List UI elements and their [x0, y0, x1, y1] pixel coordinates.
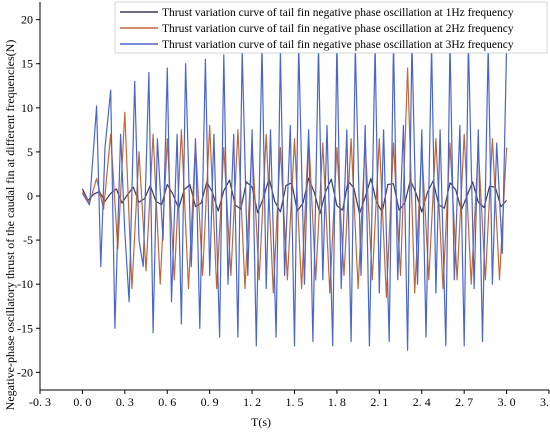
y-axis-label: Negative-phase oscillatory thrust of the…	[3, 40, 17, 411]
x-tick-label: 2. 1	[370, 395, 388, 409]
y-tick-label: -10	[17, 277, 33, 291]
legend-entry-3: Thrust variation curve of tail fin negat…	[162, 39, 514, 51]
legend: Thrust variation curve of tail fin negat…	[114, 1, 548, 54]
series-line-3	[81, 41, 508, 351]
x-tick-label: 0. 3	[116, 395, 134, 409]
y-tick-label: 0	[27, 189, 33, 203]
x-tick-label: 0. 0	[73, 395, 91, 409]
y-tick-label: 15	[21, 57, 33, 71]
y-tick-label: -5	[23, 233, 33, 247]
legend-entry-1: Thrust variation curve of tail fin negat…	[162, 7, 514, 19]
x-tick-label: 1. 2	[243, 395, 261, 409]
x-tick-label: 1. 5	[286, 395, 304, 409]
legend-box	[114, 1, 548, 54]
series-layer	[81, 41, 508, 351]
x-tick-label: 1. 8	[328, 395, 346, 409]
series-line-2	[81, 67, 508, 298]
x-tick-label: 2. 4	[413, 395, 431, 409]
ticks-layer: -0. 3 0. 0 0. 3 0. 6 0. 9 1. 2 1. 5 1. 8 2. 1 2. …	[17, 13, 550, 409]
x-axis-label: T(s)	[251, 415, 271, 429]
y-tick-label: -20	[17, 365, 33, 379]
x-tick-label: 3. 3	[540, 395, 550, 409]
x-tick-label: 2. 7	[455, 395, 473, 409]
x-tick-label: 0. 6	[158, 395, 176, 409]
x-tick-label: 3. 0	[498, 395, 516, 409]
y-tick-label: 5	[27, 145, 33, 159]
x-tick-label: -0. 3	[29, 395, 51, 409]
y-tick-label: 20	[21, 13, 33, 27]
legend-entry-2: Thrust variation curve of tail fin negat…	[162, 23, 514, 35]
series-line-1	[81, 177, 508, 215]
x-tick-label: 0. 9	[201, 395, 219, 409]
y-tick-label: 10	[21, 101, 33, 115]
y-tick-label: -15	[17, 321, 33, 335]
